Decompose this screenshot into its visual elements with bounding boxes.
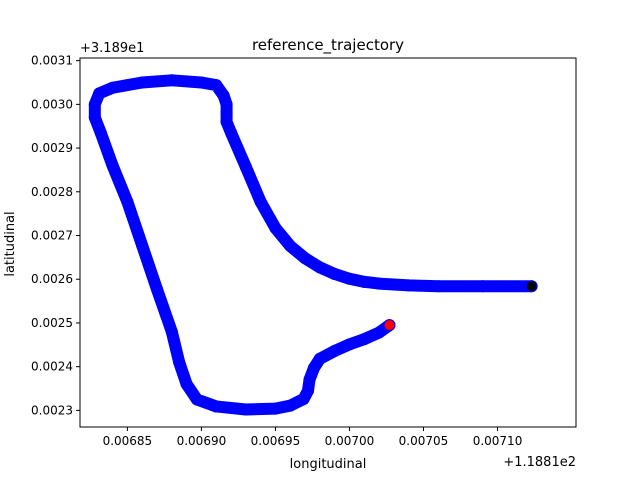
chart-title: reference_trajectory xyxy=(252,36,404,55)
trajectory-point xyxy=(165,74,178,87)
trajectory-point xyxy=(220,115,233,128)
y-axis-ticks: 0.0023 0.0024 0.0025 0.0026 0.0027 0.0028 0.00… xyxy=(31,54,80,417)
trajectory-point xyxy=(299,252,312,265)
trajectory-point xyxy=(307,361,320,374)
x-tick-label: 0.00710 xyxy=(473,434,523,448)
trajectory-point xyxy=(284,399,297,412)
end-point-marker xyxy=(384,320,395,331)
trajectory-point xyxy=(373,326,386,339)
trajectory-point xyxy=(190,393,203,406)
y-tick-label: 0.0030 xyxy=(31,97,73,111)
trajectory-point xyxy=(313,352,326,365)
trajectory-point xyxy=(94,126,107,139)
trajectory-point xyxy=(150,283,163,296)
trajectory-point xyxy=(180,378,193,391)
y-offset-label: +3.189e1 xyxy=(80,41,144,56)
x-axis-label: longitudinal xyxy=(290,457,367,472)
x-axis-ticks: 0.00685 0.00690 0.00695 0.00700 0.00705 0.007… xyxy=(103,427,523,448)
trajectory-point xyxy=(239,160,252,173)
trajectory-point xyxy=(254,195,267,208)
trajectory-point xyxy=(173,356,186,369)
trajectory-point xyxy=(373,277,386,290)
axes-frame xyxy=(79,57,577,428)
x-tick-label: 0.00700 xyxy=(325,434,375,448)
trajectory-point xyxy=(225,126,238,139)
trajectory-point xyxy=(121,195,134,208)
trajectory-point xyxy=(165,325,178,338)
trajectory-point xyxy=(269,222,282,235)
trajectory-point xyxy=(476,280,489,293)
trajectory-point xyxy=(88,111,101,124)
trajectory-point xyxy=(239,403,252,416)
y-tick-label: 0.0024 xyxy=(31,360,73,374)
x-tick-label: 0.00685 xyxy=(103,434,153,448)
trajectory-point xyxy=(432,280,445,293)
x-tick-label: 0.00705 xyxy=(399,434,449,448)
y-tick-label: 0.0027 xyxy=(31,229,73,243)
y-tick-label: 0.0025 xyxy=(31,316,73,330)
trajectory-point xyxy=(106,81,119,94)
trajectory-point xyxy=(106,159,119,172)
trajectory-point xyxy=(93,87,106,100)
trajectory-point xyxy=(210,400,223,413)
trajectory-point xyxy=(210,79,223,92)
trajectory-point xyxy=(195,76,208,89)
trajectory-point xyxy=(402,279,415,292)
x-offset-label: +1.1881e2 xyxy=(503,455,576,470)
trajectory-point xyxy=(217,89,230,102)
y-axis-label: latitudinal xyxy=(3,211,18,276)
trajectory-point xyxy=(136,239,149,252)
y-tick-label: 0.0029 xyxy=(31,141,73,155)
y-tick-label: 0.0031 xyxy=(31,54,73,68)
trajectory-point xyxy=(328,267,341,280)
trajectory-point xyxy=(302,384,315,397)
trajectory-point xyxy=(343,272,356,285)
x-tick-label: 0.00690 xyxy=(177,434,227,448)
y-tick-label: 0.0026 xyxy=(31,272,73,286)
start-point-marker xyxy=(526,281,537,292)
trajectory-point xyxy=(358,275,371,288)
trajectory-point xyxy=(269,402,282,415)
trajectory-point xyxy=(284,240,297,252)
trajectory-point xyxy=(358,333,371,346)
trajectory-point xyxy=(136,76,149,89)
trajectory-point xyxy=(220,107,233,120)
y-tick-label: 0.0028 xyxy=(31,185,73,199)
trajectory-point xyxy=(303,373,316,386)
x-tick-label: 0.00695 xyxy=(251,434,301,448)
trajectory-point xyxy=(88,98,101,111)
y-tick-label: 0.0023 xyxy=(31,403,73,417)
trajectory-point xyxy=(313,261,326,274)
trajectory-point xyxy=(328,344,341,357)
plot-area xyxy=(88,74,538,416)
trajectory-point xyxy=(343,338,356,351)
